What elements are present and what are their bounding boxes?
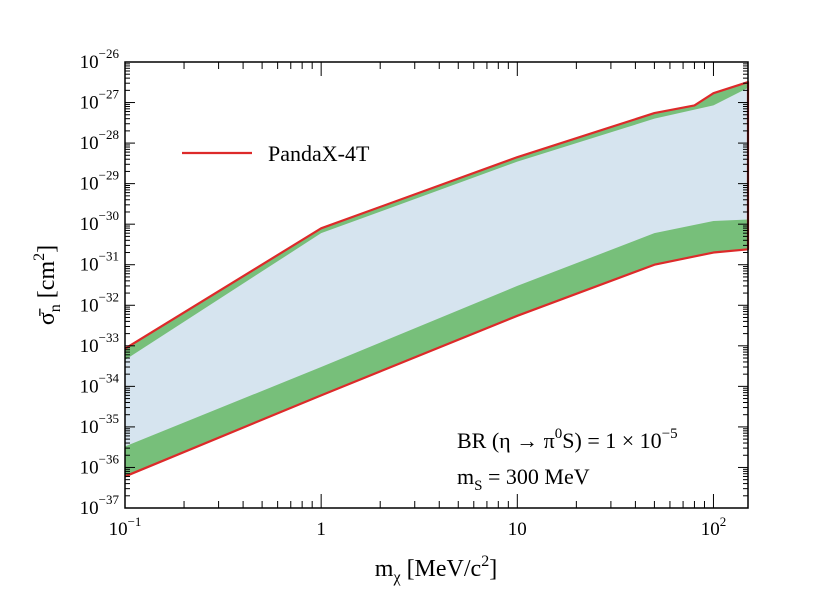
y-tick-label: 10−32 <box>80 289 119 316</box>
y-tick-label: 10−34 <box>80 370 120 397</box>
y-tick-label: 10−37 <box>80 492 120 519</box>
annotation-ms: mS = 300 MeV <box>457 464 590 494</box>
y-tick-label: 10−27 <box>80 87 120 114</box>
legend-label: PandaX-4T <box>268 141 370 166</box>
y-tick-label: 10−28 <box>80 127 119 154</box>
annotation-br: BR (η → π0S) = 1 × 10−5 <box>457 426 678 453</box>
axis-labels: mχ [MeV/c2] σ̄n [cm2] <box>31 245 497 586</box>
y-tick-label: 10−26 <box>80 46 120 73</box>
x-tick-label: 1 <box>316 519 326 540</box>
legend: PandaX-4T <box>182 141 370 166</box>
x-tick-label: 10 <box>508 519 527 540</box>
y-tick-label: 10−30 <box>80 208 119 235</box>
annotations: BR (η → π0S) = 1 × 10−5 mS = 300 MeV <box>457 426 678 494</box>
axis-ticks <box>124 61 748 509</box>
y-tick-label: 10−33 <box>80 330 119 357</box>
y-tick-label: 10−31 <box>80 249 119 276</box>
x-tick-label: 102 <box>701 514 727 540</box>
y-tick-label: 10−35 <box>80 411 119 438</box>
x-axis-label: mχ [MeV/c2] <box>375 553 497 586</box>
y-tick-label: 10−29 <box>80 168 119 195</box>
plot-bands <box>125 82 748 477</box>
y-axis-label: σ̄n [cm2] <box>31 245 64 325</box>
tick-labels: 10−26 10−27 10−28 10−29 10−30 10−31 10−32 10−33… <box>80 46 727 540</box>
band-1 <box>125 87 748 447</box>
x-tick-label: 10−1 <box>109 514 142 540</box>
y-tick-label: 10−36 <box>80 451 120 478</box>
plot-frame <box>124 61 749 509</box>
